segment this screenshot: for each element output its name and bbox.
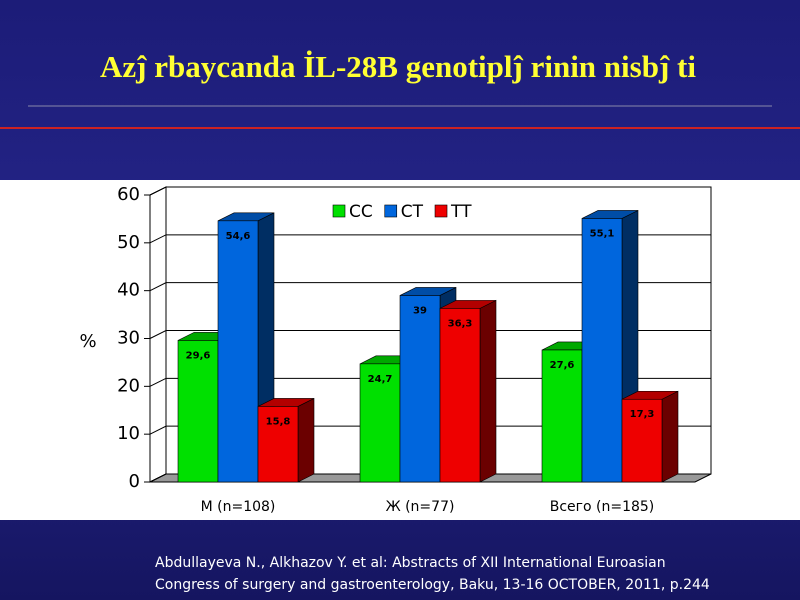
legend-label: CC <box>349 202 373 222</box>
legend-label: TT <box>450 202 472 222</box>
grid-line <box>149 186 711 196</box>
y-tick-label: 30 <box>117 328 140 349</box>
x-tick-label: Всего (n=185) <box>550 499 655 515</box>
y-tick-label: 20 <box>117 375 140 396</box>
legend-swatch <box>384 204 398 218</box>
bar-side <box>661 390 679 483</box>
value-label: 17,3 <box>630 409 655 420</box>
value-label: 15,8 <box>266 416 291 427</box>
bar <box>257 406 299 483</box>
value-label: 36,3 <box>448 318 473 329</box>
slide-title: Azĵ rbaycanda İL-28B genotiplĵ rinin nis… <box>100 49 696 84</box>
grid-line <box>149 425 711 435</box>
legend-swatch <box>332 204 346 218</box>
y-tick-label: 60 <box>117 184 140 205</box>
grid-line <box>149 234 711 244</box>
y-tick-label: 50 <box>117 232 140 253</box>
bar <box>217 220 259 483</box>
value-label: 54,6 <box>226 231 251 242</box>
grid-line <box>149 473 711 483</box>
grid-line <box>149 282 711 292</box>
x-tick-label: M (n=108) <box>201 499 276 515</box>
footnote: Abdullayeva N., Alkhazov Y. et al: Abstr… <box>155 555 666 571</box>
bar <box>581 218 623 483</box>
x-tick-label: Ж (n=77) <box>386 499 455 515</box>
value-label: 39 <box>413 305 427 316</box>
footnote: Congress of surgery and gastroenterology… <box>155 577 710 593</box>
bar <box>439 308 481 483</box>
y-axis-label: % <box>79 331 96 352</box>
bar <box>399 295 441 483</box>
bar <box>541 349 583 483</box>
legend-label: CT <box>401 202 424 222</box>
bar <box>177 340 219 483</box>
y-tick-label: 40 <box>117 280 140 301</box>
value-label: 55,1 <box>590 228 615 239</box>
bar <box>359 363 401 483</box>
bar-side <box>297 397 315 483</box>
legend-swatch <box>434 204 448 218</box>
grid-line <box>149 330 711 339</box>
bar <box>621 398 663 483</box>
chart: 0 10 20 30 40 50 60% M (n=108) 29,6 54,6 15,8 Ж (n=… <box>79 184 712 515</box>
y-tick-label: 10 <box>117 423 140 444</box>
value-label: 27,6 <box>550 360 575 371</box>
y-tick-label: 0 <box>129 471 140 492</box>
value-label: 24,7 <box>368 374 393 385</box>
bar-side <box>479 299 497 483</box>
grid-line <box>149 377 711 387</box>
value-label: 29,6 <box>186 350 211 361</box>
